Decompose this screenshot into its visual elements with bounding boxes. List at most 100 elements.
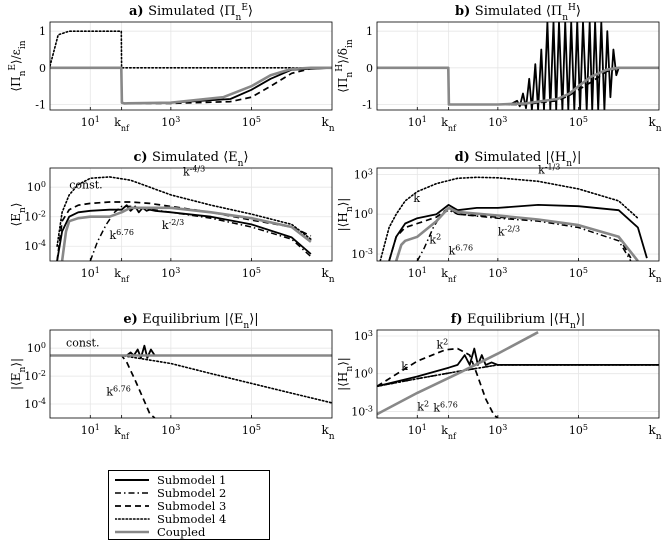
series-coupled	[50, 66, 332, 105]
x-tick-label: 101	[408, 266, 427, 281]
x-axis-label: kn	[321, 423, 334, 442]
plot-area	[50, 330, 332, 418]
series-submodel-3	[377, 66, 659, 106]
annotation-label: k2	[429, 232, 441, 247]
annotation-label: k-2/3	[498, 224, 520, 239]
y-tick-label: -1	[35, 99, 46, 112]
chart-e: const. k6.76 101 103 105 knf 10-4 10-2 100 kn |⟨En…	[9, 312, 335, 442]
x-tick-label: 105	[242, 115, 261, 130]
legend-swatch-gray	[115, 530, 149, 534]
plot-area	[377, 22, 659, 110]
y-tick-label: 103	[354, 328, 373, 343]
series-submodel-4	[56, 176, 312, 247]
legend-swatch-dotted	[115, 518, 150, 520]
chart-title: c) Simulated ⟨En⟩	[133, 150, 248, 169]
annotation-label: k2	[417, 399, 429, 414]
x-tick-label: knf	[114, 424, 130, 441]
y-tick-label: 100	[354, 366, 373, 381]
legend: Submodel 1 Submodel 2 Submodel 3 Submode…	[108, 470, 270, 540]
plot-area	[50, 22, 332, 110]
annotation-label: k	[401, 360, 408, 373]
x-axis-label: kn	[648, 115, 661, 134]
series-submodel-3	[377, 347, 499, 418]
y-tick-label: 1	[366, 25, 373, 38]
x-axis-label: kn	[321, 115, 334, 134]
y-tick-label: 1	[39, 25, 46, 38]
y-axis-label: |⟨Hn⟩|	[336, 357, 355, 391]
y-tick-label: 0	[39, 62, 46, 75]
y-tick-label: 10-3	[351, 247, 373, 262]
x-tick-label: 105	[242, 266, 261, 281]
y-tick-label: 100	[27, 180, 46, 195]
legend-label: Coupled	[157, 525, 206, 539]
y-tick-label: 10-4	[24, 239, 46, 254]
y-axis-label: |⟨En⟩|	[9, 358, 28, 390]
legend-label: Submodel 4	[157, 512, 227, 526]
y-tick-label: 10-3	[351, 404, 373, 419]
y-tick-label: 0	[366, 62, 373, 75]
y-tick-label: 103	[354, 167, 373, 182]
x-tick-label: 101	[81, 266, 100, 281]
axes-frame	[49, 21, 333, 111]
x-tick-label: 103	[488, 115, 507, 130]
annotation-label: k-2/3	[162, 217, 184, 232]
legend-swatch-dashed	[115, 505, 149, 507]
y-axis-label: ⟨ΠnH⟩/δin	[335, 39, 355, 93]
x-tick-label: 101	[408, 423, 427, 438]
x-tick-label: 101	[81, 423, 100, 438]
x-tick-label: 101	[408, 115, 427, 130]
series-submodel-4	[379, 176, 639, 261]
series-submodel-2	[89, 205, 312, 261]
series-submodel-1	[377, 347, 659, 388]
chart-title: e) Equilibrium |⟨En⟩|	[123, 312, 258, 331]
axes-frame	[49, 329, 333, 419]
y-tick-label: 100	[27, 341, 46, 356]
annotation-label: k-4/3	[183, 164, 205, 179]
y-tick-label: 10-4	[24, 397, 46, 412]
axes-frame	[376, 21, 660, 111]
chart-title: b) Simulated ⟨ΠnH⟩	[455, 3, 581, 23]
x-tick-label: knf	[114, 267, 130, 284]
series-submodel-1	[377, 22, 659, 110]
y-tick-label: 10-2	[24, 369, 46, 384]
x-tick-label: knf	[441, 116, 457, 133]
chart-c: const. k-4/3 k-2/3 k6.76 101 103 105 knf 10-4 10-…	[9, 150, 335, 285]
chart-d: k-1/3 k k-2/3 k2 k6.76 101 103 105 knf 10-3 100 103…	[336, 150, 662, 285]
axes-frame	[49, 167, 333, 262]
series-submodel-3	[56, 201, 312, 261]
x-tick-label: 103	[488, 266, 507, 281]
legend-label: Submodel 1	[157, 473, 227, 487]
x-tick-label: 101	[81, 115, 100, 130]
x-tick-label: 105	[569, 115, 588, 130]
series-coupled	[377, 331, 539, 416]
chart-title: a) Simulated ⟨ΠnE⟩	[129, 3, 253, 23]
y-axis-label: |⟨Hn⟩|	[336, 198, 355, 232]
x-tick-label: 105	[569, 266, 588, 281]
legend-label: Submodel 3	[157, 499, 227, 513]
chart-a: 101 103 105 knf -1 0 1 kn ⟨ΠnE⟩/εin a) Simulated …	[8, 3, 335, 134]
annotation-label: k6.76	[106, 384, 130, 399]
x-tick-label: 105	[569, 423, 588, 438]
legend-swatch-dashdot	[115, 492, 149, 494]
annotation-label: k6.76	[449, 243, 473, 258]
x-tick-label: 103	[161, 115, 180, 130]
y-tick-label: 100	[354, 207, 373, 222]
x-tick-label: 103	[161, 266, 180, 281]
annotation-label: const.	[66, 337, 99, 350]
x-tick-label: knf	[441, 424, 457, 441]
chart-f: k k2 k2 k6.76 101 103 105 knf 10-3 100 103 kn |⟨Hn⟩|…	[336, 312, 662, 442]
annotation-label: k	[413, 192, 420, 205]
x-tick-label: 105	[242, 423, 261, 438]
chart-title: f) Equilibrium |⟨Hn⟩|	[451, 312, 586, 331]
chart-title: d) Simulated |⟨Hn⟩|	[455, 150, 582, 169]
x-tick-label: 103	[161, 423, 180, 438]
series-submodel-1	[388, 204, 648, 261]
axes-frame	[376, 329, 660, 419]
series-submodel-2	[416, 209, 632, 261]
x-tick-label: knf	[114, 116, 130, 133]
legend-label: Submodel 2	[157, 486, 227, 500]
y-axis-label: ⟨ΠnE⟩/εin	[8, 40, 28, 91]
series-coupled	[394, 206, 639, 261]
y-tick-label: 10-2	[24, 209, 46, 224]
